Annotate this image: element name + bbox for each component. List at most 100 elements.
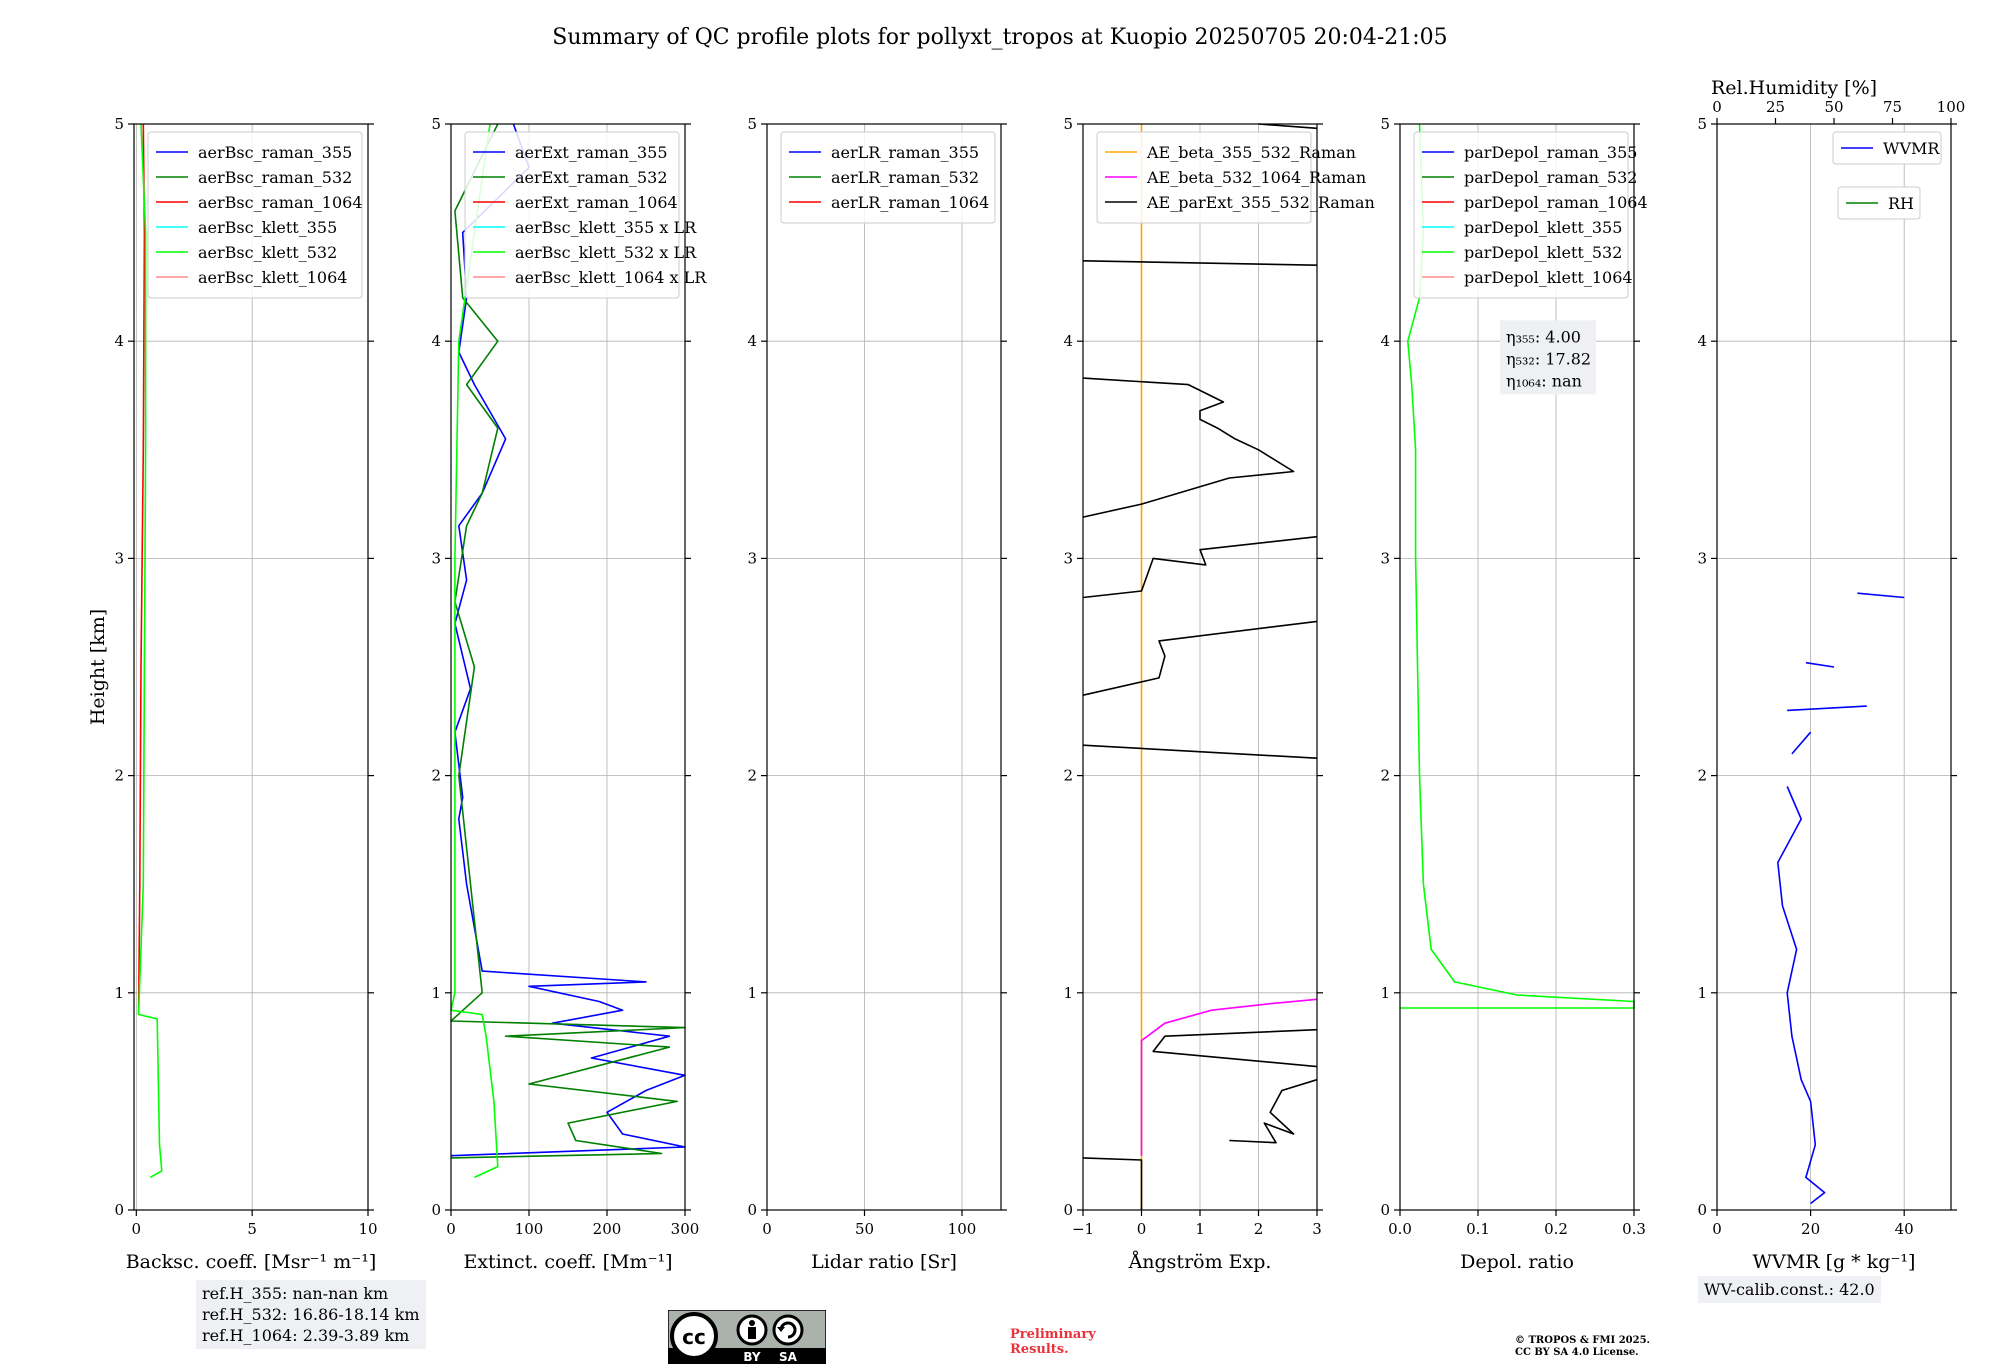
panel-5-xtick-label-0: 0.0 [1388,1220,1412,1238]
panel-3-ytick-label-1: 1 [747,984,757,1002]
panel-4-ytick-label-5: 5 [1063,115,1073,133]
reference-height-box: ref.H_355: nan-nan km ref.H_532: 16.86-1… [196,1280,426,1349]
panel-2-ytick-label-3: 3 [431,549,441,567]
panel-2-ytick-label-0: 0 [431,1201,441,1219]
panel-4-series-AE_parExt_355_532_Raman_d [1082,744,1318,759]
panel-2-legend-label-3: aerBsc_klett_355 x LR [515,218,697,237]
panel-1-ytick-label-1: 1 [114,984,124,1002]
panel-6-ytick-label-4: 4 [1697,332,1707,350]
panel-5-legend-label-3: parDepol_klett_355 [1464,218,1622,237]
panel-4-series-AE_beta_532_1064_Raman [1140,998,1318,1156]
panel-3-ytick-label-2: 2 [747,767,757,785]
panel-4-legend-label-1: AE_beta_532_1064_Raman [1146,168,1366,187]
panel-3-ytick-label-0: 0 [747,1201,757,1219]
panel-2-legend-label-0: aerExt_raman_355 [515,143,668,162]
panel-2-series-aerExt_raman_355 [450,123,686,1157]
panel-4-ytick-label-3: 3 [1063,549,1073,567]
panel-3-xtick-label-0: 0 [762,1220,772,1238]
panel-5-ytick-label-1: 1 [1380,984,1390,1002]
panel-6-xtick-label-0: 0 [1712,1220,1722,1238]
panel-6-top-tick-label-0: 0 [1712,98,1722,116]
panel-5-xtick-label-2: 0.2 [1544,1220,1568,1238]
panel-6-xtick-label-1: 20 [1801,1220,1820,1238]
share-alike-icon [772,1314,804,1346]
panel-2-series-aerBsc_klett_532 x LR [450,123,499,1179]
panel-5-ytick-label-0: 0 [1380,1201,1390,1219]
panel-4-ytick-label-0: 0 [1063,1201,1073,1219]
panel-5-legend-label-0: parDepol_raman_355 [1464,143,1637,162]
panel-1-legend-label-1: aerBsc_raman_532 [198,168,352,187]
panel-1-legend-box [147,131,363,299]
panel-2-xtick-label-1: 100 [515,1220,544,1238]
ref-height-1064: ref.H_1064: 2.39-3.89 km [202,1326,410,1345]
preliminary-line-2: Results. [1010,1342,1069,1357]
panel-1-ytick-label-2: 2 [114,767,124,785]
panel-4-legend-label-0: AE_beta_355_532_Raman [1146,143,1356,162]
panel-2-legend-label-2: aerExt_raman_1064 [515,193,678,212]
ref-height-355: ref.H_355: nan-nan km [202,1284,389,1303]
panel-6-top-tick-label-1: 25 [1766,98,1785,116]
license-by-text: BY [743,1350,760,1364]
panel-4-ytick-label-2: 2 [1063,767,1073,785]
panel-5-legend-box [1413,131,1629,299]
panel-3-ytick-label-5: 5 [747,115,757,133]
panel-1-xlabel: Backsc. coeff. [Msr⁻¹ m⁻¹] [126,1251,377,1273]
panel-3-xlabel: Lidar ratio [Sr] [811,1251,957,1273]
panel-4-series-AE_parExt_355_532_Raman_e [1082,620,1318,696]
panel-6-xlabel: WVMR [g * kg⁻¹] [1753,1251,1916,1273]
panel-5-xtick-label-3: 0.3 [1622,1220,1646,1238]
panel-4-legend-box [1096,131,1312,224]
panel-4-xtick-label-3: 2 [1254,1220,1264,1238]
panel-1-xtick-label-0: 0 [132,1220,142,1238]
panel-4-xlabel: Ångström Exp. [1128,1251,1272,1273]
panel-5-ytick-label-3: 3 [1380,549,1390,567]
preliminary-line-1: Preliminary [1010,1327,1096,1342]
panel-4-series-AE_parExt_355_532_Raman_f [1082,535,1318,599]
panel-3-xtick-label-2: 100 [948,1220,977,1238]
panel-1-ytick-label-4: 4 [114,332,124,350]
panel-2-legend-label-4: aerBsc_klett_532 x LR [515,243,697,262]
panel-5-xtick-label-1: 0.1 [1466,1220,1490,1238]
panel-4-series-AE_parExt_355_532_Raman_i [1258,123,1318,130]
panel-5-annotation-eta1064: η₁₀₆₄: nan [1506,371,1582,390]
license-sa-text: SA [779,1350,798,1364]
panel-2-axes-frame [450,123,686,1211]
panel-1-legend-label-3: aerBsc_klett_355 [198,218,337,237]
panel-4-series-AE_parExt_355_532_Raman_c [1152,1028,1318,1068]
cc-logo-text: cc [682,1325,706,1349]
panel-6-series-WVMR_upper3 [1805,661,1835,668]
wv-calib-constant: WV-calib.const.: 42.0 [1704,1280,1875,1299]
panel-6-ytick-label-5: 5 [1697,115,1707,133]
wv-calib-box: WV-calib.const.: 42.0 [1698,1276,1881,1303]
panel-1-legend-label-2: aerBsc_raman_1064 [198,193,363,212]
panel-5-series-parDepol_klett_532 [1400,123,1635,1009]
panel-5-axes-frame [1399,123,1635,1211]
panel-6-series-WVMR [1777,786,1826,1205]
panel-6-legend-box-0 [1832,131,1942,165]
panel-2-xlabel: Extinct. coeff. [Mm⁻¹] [463,1251,672,1273]
panel-6-ytick-label-0: 0 [1697,1201,1707,1219]
panel-5-ytick-label-5: 5 [1380,115,1390,133]
panel-6-xtick-label-2: 40 [1895,1220,1914,1238]
preliminary-results-note: Preliminary Results. [1010,1327,1096,1357]
panel-3-legend-label-0: aerLR_raman_355 [831,143,979,162]
panel-2-ytick-label-4: 4 [431,332,441,350]
panel-2-ytick-label-2: 2 [431,767,441,785]
panel-6-top-axis-label: Rel.Humidity [%] [1711,77,1877,99]
panel-5-legend-label-2: parDepol_raman_1064 [1464,193,1648,212]
height-axis-label: Height [km] [87,609,109,725]
panel-6-ytick-label-2: 2 [1697,767,1707,785]
ref-height-532: ref.H_532: 16.86-18.14 km [202,1305,420,1324]
panel-4-xtick-label-4: 3 [1312,1220,1322,1238]
panel-4-xtick-label-1: 0 [1137,1220,1147,1238]
copyright-line-2: CC BY SA 4.0 License. [1515,1347,1639,1358]
panel-4-series-AE_parExt_355_532_Raman_h [1082,260,1318,266]
panel-5-annotation-eta532: η₅₃₂: 17.82 [1506,349,1591,368]
panel-5-legend-label-1: parDepol_raman_532 [1464,168,1637,187]
panel-1-ytick-label-3: 3 [114,549,124,567]
panel-2-legend-box [464,131,680,299]
panel-2-xtick-label-2: 200 [593,1220,622,1238]
panel-6-series-WVMR_upper4 [1857,592,1905,599]
panel-2-legend-label-1: aerExt_raman_532 [515,168,668,187]
